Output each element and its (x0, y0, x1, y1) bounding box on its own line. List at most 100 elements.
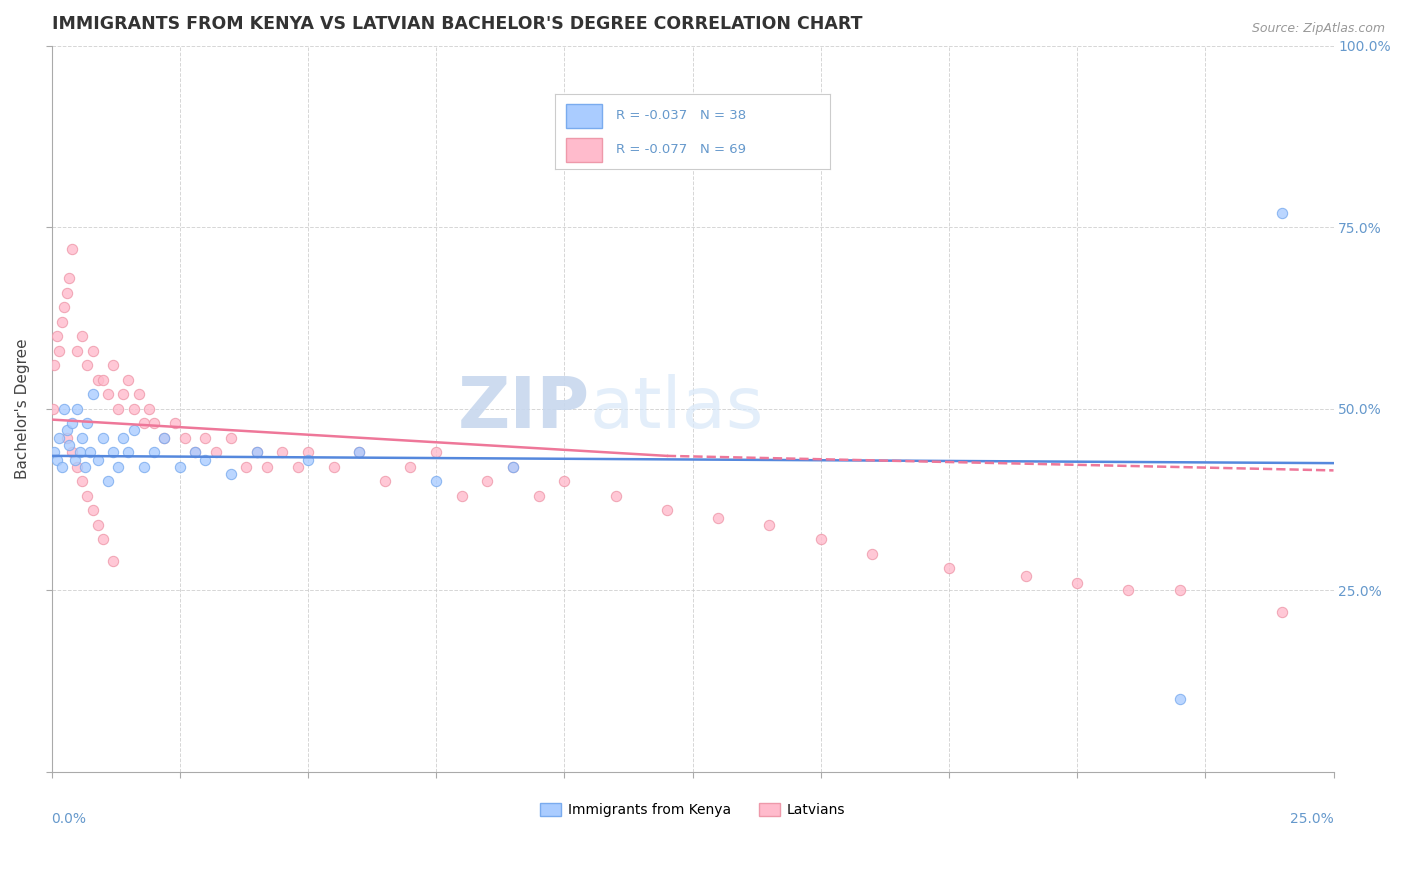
Point (97, 475, 120, 489)
Point (1015, 568, 1038, 582)
Point (66, 459, 89, 474)
Point (502, 459, 524, 474)
Point (153, 431, 176, 445)
Point (271, 445, 294, 459)
Point (122, 424, 145, 438)
Point (122, 401, 145, 416)
Point (45, 329, 67, 343)
Point (655, 503, 678, 517)
Point (76, 358, 98, 372)
Point (860, 547, 883, 561)
Point (758, 517, 780, 532)
Point (143, 445, 166, 459)
Point (82, 343, 104, 358)
Point (91, 533, 114, 547)
Point (41, 401, 63, 416)
Point (72, 475, 94, 489)
FancyBboxPatch shape (567, 103, 602, 128)
Point (374, 475, 396, 489)
Point (82, 387, 104, 401)
Point (97, 387, 120, 401)
Point (235, 459, 257, 474)
Point (91, 431, 114, 445)
FancyBboxPatch shape (567, 137, 602, 161)
Point (605, 489, 627, 503)
Point (1168, 692, 1191, 706)
Point (297, 445, 319, 459)
Point (502, 459, 524, 474)
Text: ZIP: ZIP (458, 374, 591, 443)
Point (51, 314, 73, 328)
Point (938, 561, 960, 575)
Point (66, 401, 89, 416)
Point (527, 489, 550, 503)
Point (219, 431, 242, 445)
Point (117, 373, 139, 387)
Point (204, 445, 226, 459)
Point (53, 300, 76, 314)
Text: R = -0.077   N = 69: R = -0.077 N = 69 (616, 144, 745, 156)
Point (138, 401, 160, 416)
Y-axis label: Bachelor's Degree: Bachelor's Degree (15, 338, 30, 479)
Point (60, 242, 83, 256)
Point (86, 517, 108, 532)
Point (48, 343, 70, 358)
Point (347, 445, 370, 459)
Point (48, 431, 70, 445)
Point (82, 503, 104, 517)
Point (56, 285, 79, 300)
Point (45, 452, 67, 467)
Point (1271, 205, 1294, 219)
Point (1118, 583, 1140, 598)
Point (56, 424, 79, 438)
Point (66, 343, 89, 358)
Point (219, 467, 242, 481)
Point (56, 431, 79, 445)
Point (399, 459, 422, 474)
Point (107, 459, 129, 474)
Point (153, 431, 176, 445)
Point (72, 431, 94, 445)
Point (117, 445, 139, 459)
Point (184, 445, 207, 459)
Point (51, 459, 73, 474)
Point (132, 416, 155, 430)
Point (143, 416, 166, 430)
Point (63, 452, 86, 467)
Point (101, 358, 124, 372)
Point (194, 431, 217, 445)
Point (194, 452, 217, 467)
Point (60, 445, 83, 459)
Point (60, 416, 83, 430)
Point (58, 271, 80, 285)
Point (256, 459, 278, 474)
Text: IMMIGRANTS FROM KENYA VS LATVIAN BACHELOR'S DEGREE CORRELATION CHART: IMMIGRANTS FROM KENYA VS LATVIAN BACHELO… (52, 15, 862, 33)
Point (132, 459, 155, 474)
Point (1066, 576, 1088, 591)
Point (173, 431, 195, 445)
Point (425, 475, 447, 489)
Point (246, 445, 269, 459)
Point (101, 554, 124, 568)
Point (72, 329, 94, 343)
Point (1271, 605, 1294, 619)
Point (112, 431, 135, 445)
Point (58, 438, 80, 452)
Point (42, 358, 65, 372)
Point (76, 489, 98, 503)
Point (169, 459, 191, 474)
Point (810, 533, 832, 547)
Point (107, 401, 129, 416)
Text: 0.0%: 0.0% (52, 812, 87, 826)
Point (450, 489, 472, 503)
Point (425, 445, 447, 459)
Point (553, 475, 575, 489)
Point (128, 387, 150, 401)
Point (42, 445, 65, 459)
Text: atlas: atlas (591, 374, 765, 443)
Point (86, 373, 108, 387)
Point (86, 452, 108, 467)
Point (184, 445, 207, 459)
Point (1168, 583, 1191, 598)
Point (73, 459, 96, 474)
